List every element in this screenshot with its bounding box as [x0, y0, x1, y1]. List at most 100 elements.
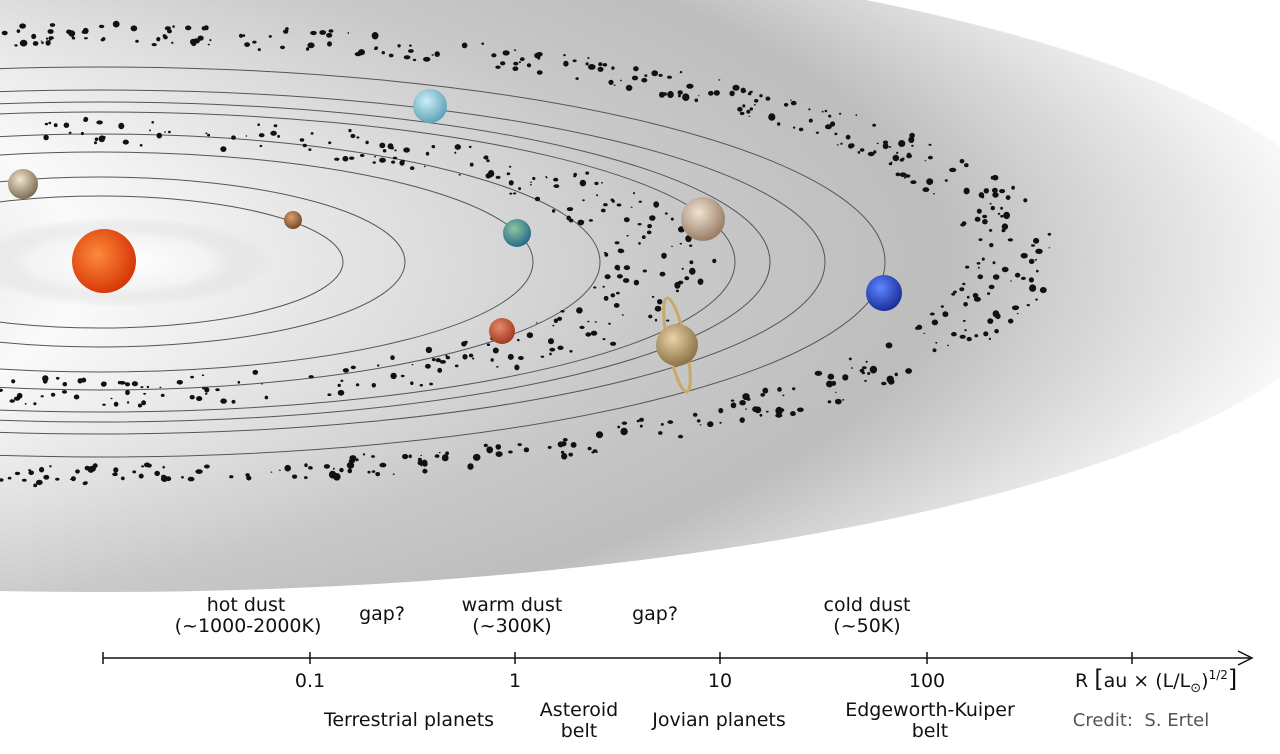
dust-particle: [782, 394, 785, 397]
sun: [72, 229, 136, 293]
dust-particle: [641, 77, 648, 83]
dust-particle: [49, 465, 52, 468]
dust-particle: [932, 348, 937, 353]
dust-particle: [277, 134, 280, 138]
dust-particle: [44, 122, 49, 126]
region-label: belt: [912, 720, 948, 742]
dust-particle: [1016, 313, 1019, 315]
dust-particle: [327, 393, 332, 397]
dust-particle: [730, 402, 737, 409]
dust-particle: [982, 219, 988, 225]
dust-particle: [467, 463, 474, 470]
dust-particle: [620, 79, 622, 82]
dust-particle: [371, 470, 376, 473]
dust-particle: [124, 382, 131, 387]
dust-particle: [1034, 258, 1037, 261]
dust-particle: [536, 70, 543, 75]
dust-particle: [1008, 318, 1014, 324]
dust-particle: [518, 356, 524, 360]
dust-particle: [140, 386, 144, 389]
region-label: Edgeworth-Kuiper: [845, 699, 1015, 721]
dust-particle: [445, 355, 451, 360]
dust-particle: [749, 90, 753, 93]
dust-particle: [649, 215, 656, 221]
dust-particle: [506, 172, 511, 176]
dust-particle: [347, 468, 353, 474]
dust-particle: [977, 266, 980, 269]
dust-particle: [410, 381, 414, 386]
dust-particle: [992, 261, 996, 265]
dust-particle: [978, 192, 985, 198]
dust-particle: [719, 421, 722, 424]
dust-particle: [601, 181, 603, 184]
dust-particle: [729, 90, 735, 97]
dust-particle: [468, 145, 472, 148]
dust-particle: [530, 181, 532, 183]
dust-particle: [411, 364, 414, 366]
dust-particle: [172, 25, 175, 28]
axis: [102, 650, 1254, 666]
zone-label: (~50K): [833, 615, 900, 637]
dust-particle: [924, 160, 927, 162]
dust-particle: [252, 40, 257, 44]
dust-particle: [526, 63, 532, 68]
dust-particle: [572, 59, 577, 63]
dust-particle: [876, 142, 879, 145]
dust-particle: [857, 151, 861, 154]
dust-particle: [138, 473, 144, 479]
dust-particle: [886, 375, 894, 383]
dust-particle: [667, 75, 672, 79]
dust-particle: [792, 126, 796, 129]
dust-particle: [707, 421, 714, 428]
dust-particle: [502, 50, 510, 56]
dust-particle: [434, 51, 440, 57]
dust-particle: [1011, 185, 1015, 190]
dust-particle: [674, 281, 681, 289]
dust-particle: [610, 198, 614, 202]
dust-particle: [346, 461, 355, 469]
dust-particle: [749, 107, 753, 111]
dust-particle: [641, 235, 646, 240]
dust-particle: [658, 431, 663, 435]
dust-particle: [299, 138, 305, 142]
dust-particle: [151, 121, 154, 124]
dust-particle: [689, 267, 696, 275]
dust-particle: [390, 372, 397, 380]
dust-particle: [699, 424, 702, 426]
dust-disk: [0, 0, 1280, 592]
dust-particle: [264, 395, 269, 400]
zone-label: (~300K): [472, 615, 551, 637]
dust-particle: [204, 464, 210, 469]
dust-particle: [231, 135, 236, 140]
dust-particle: [112, 472, 118, 477]
dust-particle: [849, 143, 855, 148]
dust-particle: [777, 387, 782, 392]
dust-particle: [765, 410, 769, 413]
dust-particle: [959, 334, 966, 339]
dust-particle: [1035, 298, 1038, 301]
dust-particle: [549, 352, 552, 356]
dust-particle: [989, 243, 994, 248]
dust-particle: [19, 23, 26, 29]
dust-particle: [1035, 248, 1043, 254]
dust-particle: [1047, 232, 1052, 236]
dust-particle: [622, 278, 630, 283]
dust-particle: [41, 41, 44, 44]
dust-particle: [882, 140, 889, 145]
dust-particle: [658, 73, 663, 77]
dust-particle: [651, 70, 658, 77]
dust-particle: [164, 26, 171, 31]
dust-particle: [518, 61, 522, 64]
dust-particle: [350, 365, 356, 370]
dust-particle: [261, 383, 263, 385]
planet: [413, 89, 447, 123]
dust-particle: [0, 478, 4, 482]
dust-particle: [1039, 287, 1047, 294]
dust-particle: [126, 401, 130, 404]
dust-particle: [677, 434, 684, 439]
dust-particle: [790, 411, 796, 417]
dust-particle: [355, 383, 360, 387]
dust-particle: [96, 120, 103, 125]
dust-particle: [94, 137, 99, 141]
dust-particle: [454, 151, 457, 154]
